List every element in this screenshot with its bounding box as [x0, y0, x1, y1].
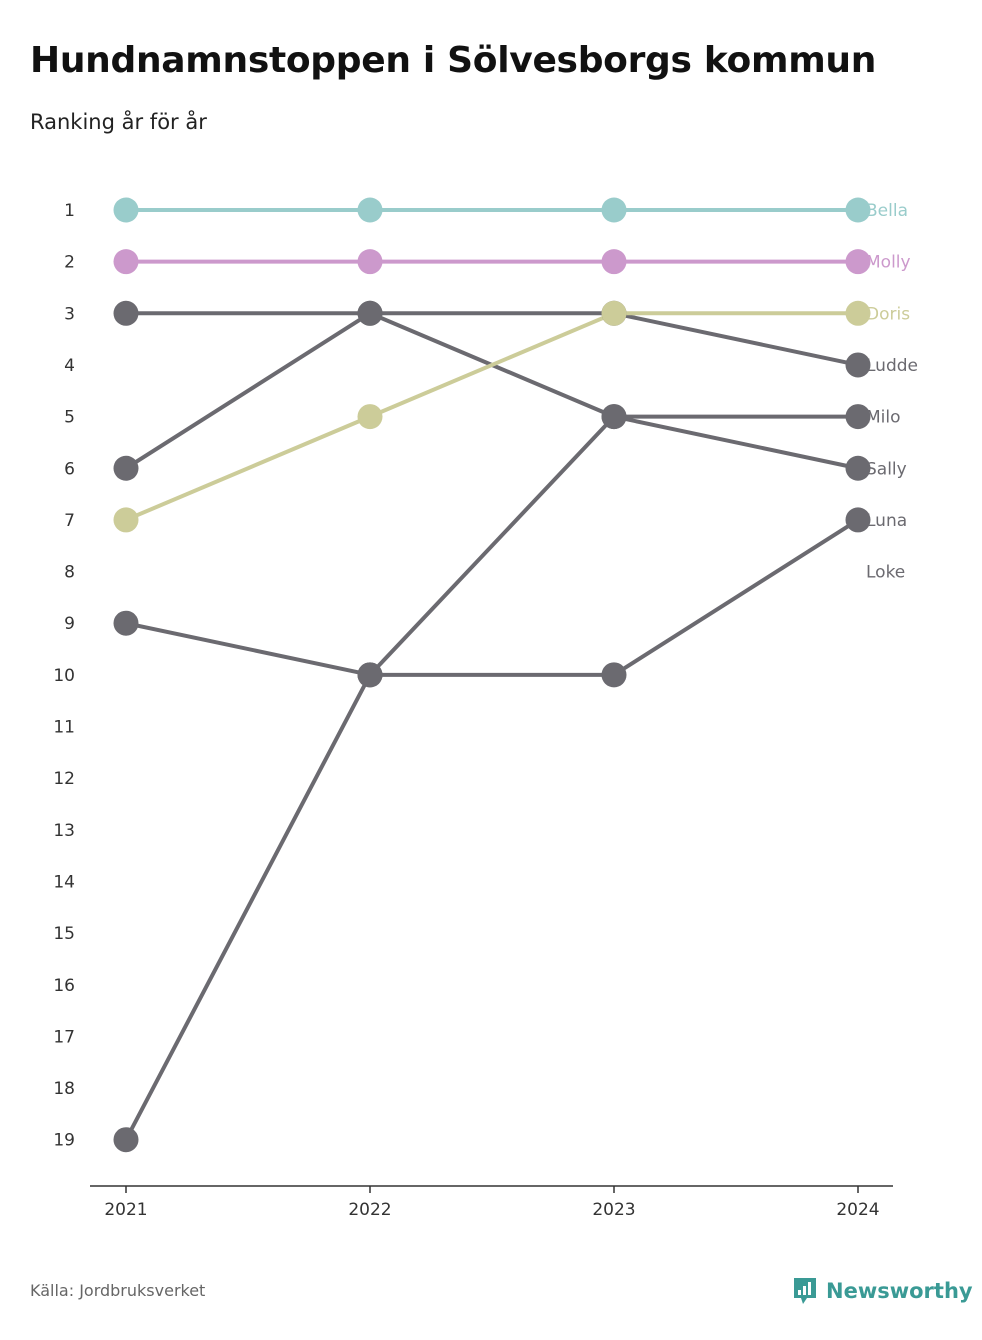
series-line-doris [125, 311, 858, 522]
series-point-bella [601, 197, 627, 223]
series-line-sally [124, 311, 859, 471]
newsworthy-logo-icon [794, 1278, 816, 1304]
end-labels: Bella Molly Doris Ludde Milo Sally Luna Loke [866, 201, 918, 583]
end-label-doris: Doris [866, 304, 910, 324]
series-point-luna [845, 507, 871, 533]
end-label-bella: Bella [866, 201, 908, 221]
series-point-sally [845, 455, 871, 481]
x-tick-label: 2024 [836, 1200, 879, 1220]
chart-title: Hundnamnstoppen i Sölvesborgs kommun [30, 40, 877, 81]
y-tick-label: 2 [64, 253, 75, 273]
end-label-ludde: Ludde [866, 356, 918, 376]
y-tick-label: 1 [64, 201, 75, 221]
series-point-luna [601, 662, 627, 688]
y-tick-label: 19 [53, 1131, 75, 1151]
x-axis-ticks: 2021 2022 2023 2024 [104, 1186, 880, 1220]
brand-logo: Newsworthy [792, 1276, 973, 1306]
series-line-luna [125, 518, 860, 677]
y-tick-label: 7 [64, 511, 75, 531]
series-line-milo [124, 414, 858, 1141]
end-label-sally: Sally [866, 459, 907, 479]
series-line-ludde [126, 311, 859, 367]
y-tick-label: 16 [53, 976, 75, 996]
series-point-luna [113, 610, 139, 636]
series-point-bella [113, 197, 139, 223]
series-point-molly [601, 249, 627, 275]
y-tick-label: 4 [64, 356, 75, 376]
end-label-molly: Molly [866, 253, 911, 273]
end-label-milo: Milo [866, 408, 901, 428]
series-point-molly [113, 249, 139, 275]
x-tick-label: 2021 [104, 1200, 147, 1220]
y-tick-label: 13 [53, 821, 75, 841]
series-points [113, 197, 871, 1153]
y-tick-label: 15 [53, 924, 75, 944]
x-tick-label: 2022 [348, 1200, 391, 1220]
series-lines [124, 208, 860, 1141]
y-tick-label: 11 [53, 718, 75, 738]
y-tick-label: 5 [64, 408, 75, 428]
end-label-luna: Luna [866, 511, 907, 531]
y-tick-label: 8 [64, 563, 75, 583]
series-point-doris [357, 404, 383, 430]
series-point-ludde [113, 300, 139, 326]
series-point-bella [845, 197, 871, 223]
x-tick-label: 2023 [592, 1200, 635, 1220]
series-point-ludde [845, 352, 871, 378]
chart-subtitle: Ranking år för år [30, 110, 207, 134]
y-tick-label: 12 [53, 769, 75, 789]
series-point-milo [113, 1127, 139, 1153]
series-point-molly [357, 249, 383, 275]
series-point-doris [113, 507, 139, 533]
y-tick-label: 9 [64, 614, 75, 634]
series-point-molly [845, 249, 871, 275]
series-point-bella [357, 197, 383, 223]
series-point-sally [601, 404, 627, 430]
series-point-luna [357, 662, 383, 688]
y-tick-label: 6 [64, 459, 75, 479]
y-tick-label: 10 [53, 666, 75, 686]
y-tick-label: 3 [64, 304, 75, 324]
y-tick-label: 14 [53, 872, 75, 892]
y-tick-label: 18 [53, 1079, 75, 1099]
source-note: Källa: Jordbruksverket [30, 1281, 206, 1300]
series-point-sally [113, 455, 139, 481]
y-tick-label: 17 [53, 1027, 75, 1047]
series-point-doris [845, 300, 871, 326]
series-point-milo [845, 404, 871, 430]
brand-name: Newsworthy [826, 1279, 973, 1303]
end-label-loke: Loke [866, 563, 905, 583]
series-point-doris [601, 300, 627, 326]
series-point-sally [357, 300, 383, 326]
